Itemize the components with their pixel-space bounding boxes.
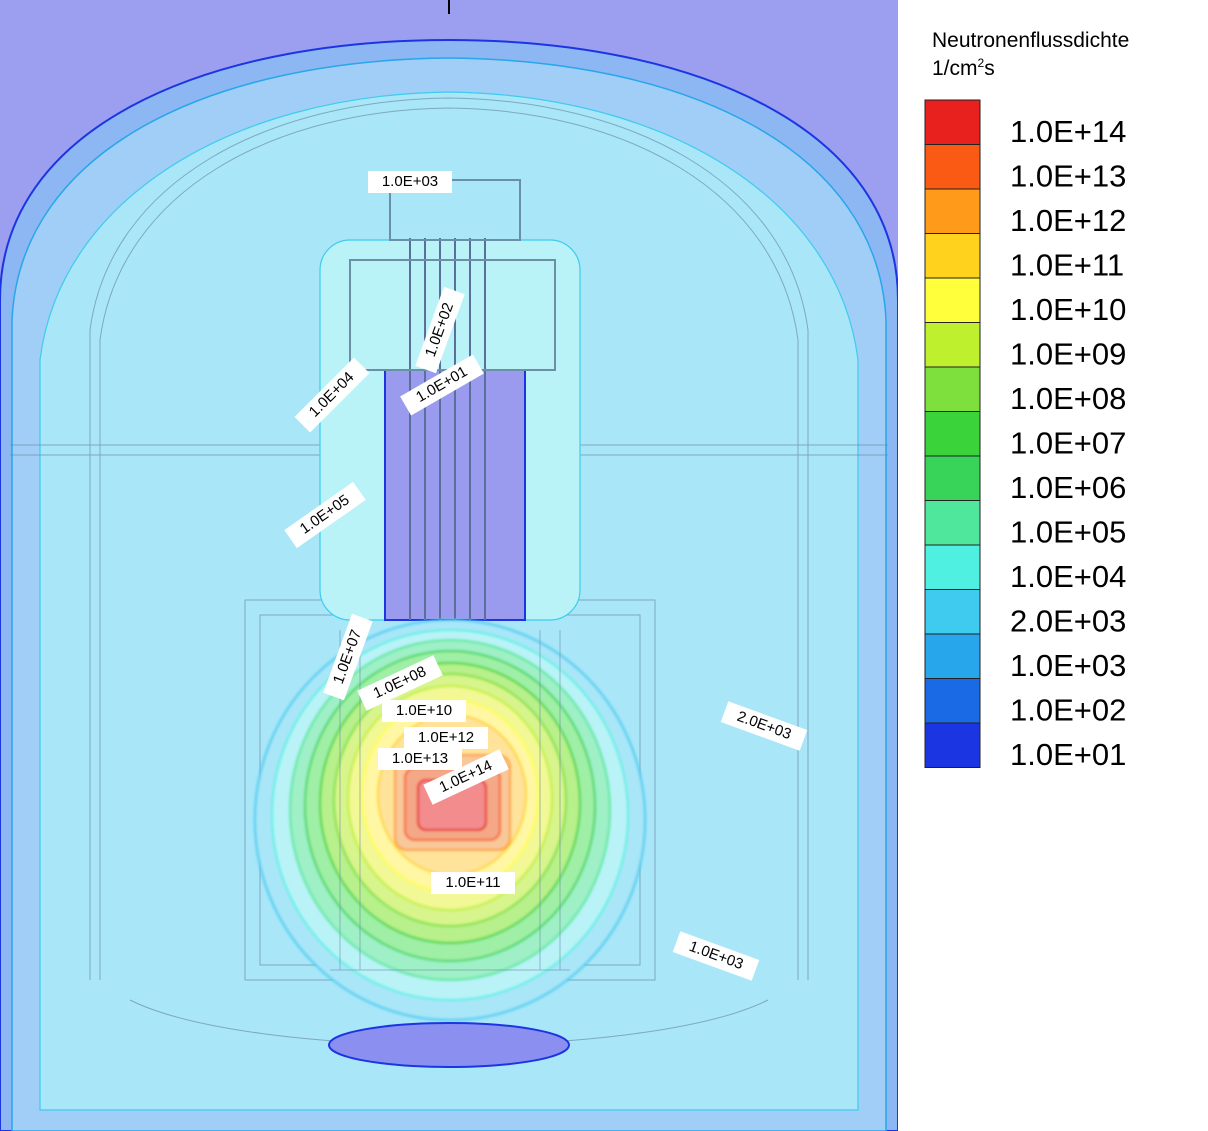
legend-label: 1.0E+10 bbox=[1010, 292, 1126, 327]
legend-swatch bbox=[924, 277, 981, 323]
legend-label: 1.0E+12 bbox=[1010, 203, 1126, 238]
core-contours bbox=[254, 619, 646, 1021]
legend-swatch bbox=[924, 322, 981, 368]
legend-swatch bbox=[924, 455, 981, 501]
legend-swatch bbox=[924, 188, 981, 234]
rod-assembly bbox=[349, 179, 556, 620]
contour-label: 1.0E+10 bbox=[396, 702, 452, 719]
legend-swatch bbox=[924, 589, 981, 635]
legend-swatch bbox=[924, 633, 981, 679]
legend-label: 1.0E+11 bbox=[1010, 248, 1124, 283]
legend-label: 2.0E+03 bbox=[1010, 604, 1126, 639]
legend-label: 1.0E+05 bbox=[1010, 515, 1126, 550]
legend-swatch bbox=[924, 500, 981, 546]
flux-contour-plot: 1.0E+03 1.0E+02 1.0E+04 1.0E+01 1.0E+05 … bbox=[0, 0, 898, 1131]
legend-title-text: Neutronenflussdichte bbox=[932, 29, 1130, 52]
legend-label: 1.0E+04 bbox=[1010, 559, 1126, 594]
legend-unit: 1/cm2s bbox=[932, 56, 995, 80]
legend-label: 1.0E+03 bbox=[1010, 648, 1126, 683]
legend-swatch bbox=[924, 99, 981, 145]
contour-label: 1.0E+03 bbox=[382, 173, 438, 190]
legend-label: 1.0E+02 bbox=[1010, 693, 1126, 728]
core-grid bbox=[330, 630, 570, 971]
legend-swatch bbox=[924, 411, 981, 457]
contour-label: 1.0E+11 bbox=[445, 874, 500, 891]
legend-swatch bbox=[924, 722, 981, 768]
legend-swatch bbox=[924, 544, 981, 590]
legend-label: 1.0E+07 bbox=[1010, 426, 1126, 461]
legend-label: 1.0E+13 bbox=[1010, 159, 1126, 194]
legend-label: 1.0E+08 bbox=[1010, 381, 1126, 416]
legend-label: 1.0E+06 bbox=[1010, 470, 1126, 505]
legend-label: 1.0E+01 bbox=[1010, 737, 1126, 772]
legend-swatch bbox=[924, 366, 981, 412]
legend-swatch bbox=[924, 678, 981, 724]
legend-title: Neutronenflussdichte 1/cm2s bbox=[932, 30, 1129, 80]
contour-label: 1.0E+12 bbox=[418, 729, 474, 746]
legend-label: 1.0E+09 bbox=[1010, 337, 1126, 372]
bottom-1e02-region bbox=[328, 1022, 570, 1068]
legend-label: 1.0E+14 bbox=[1010, 114, 1126, 149]
legend-swatch bbox=[924, 233, 981, 279]
contour-label: 1.0E+13 bbox=[392, 750, 448, 767]
legend-swatch bbox=[924, 144, 981, 190]
